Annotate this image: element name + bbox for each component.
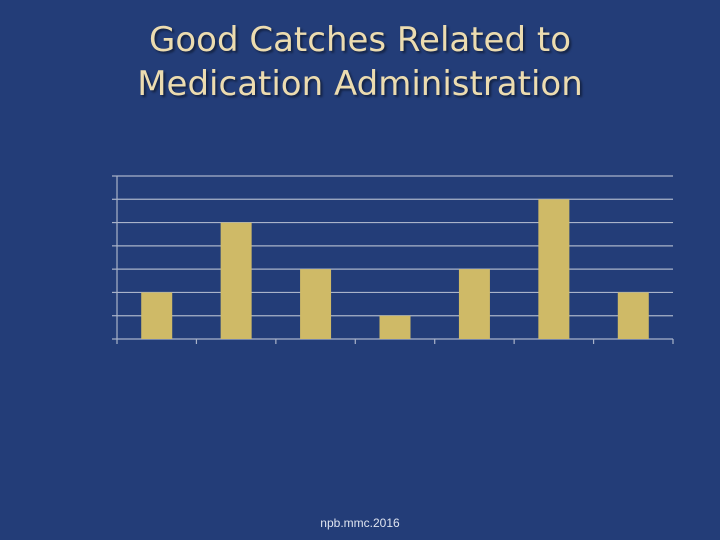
bar-2	[220, 222, 252, 339]
bar-5	[458, 269, 490, 339]
bar-6	[538, 199, 570, 339]
bar-1	[141, 292, 173, 339]
gridlines	[117, 175, 673, 317]
title-line-1: Good Catches Related to	[149, 20, 571, 60]
bar-7	[617, 292, 649, 339]
bar-3	[300, 269, 332, 339]
bar-4	[379, 315, 411, 339]
title-line-2: Medication Administration	[137, 64, 583, 104]
slide-title: Good Catches Related to Medication Admin…	[0, 18, 720, 106]
footer-credit: npb.mmc.2016	[320, 516, 400, 530]
bars	[141, 199, 649, 339]
